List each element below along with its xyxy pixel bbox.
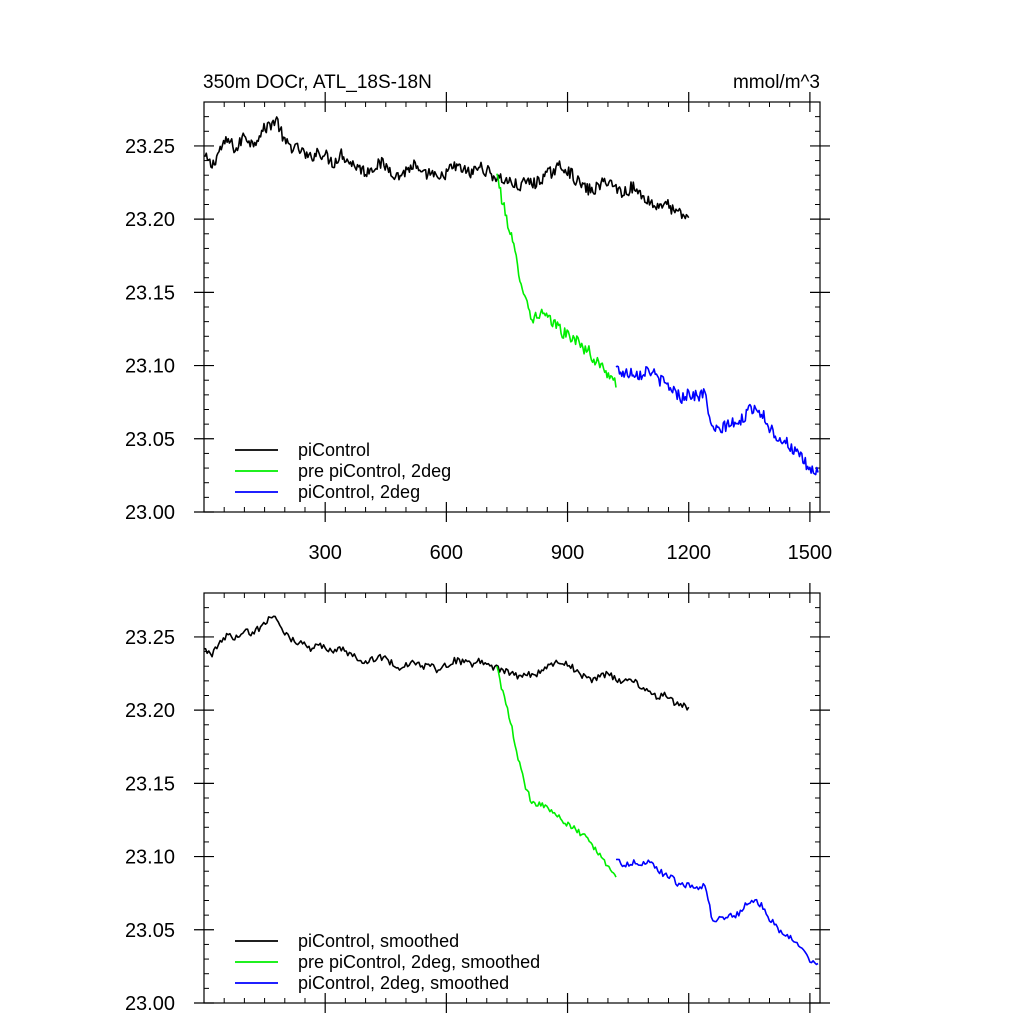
legend-label: piControl, 2deg [298, 482, 420, 502]
y-tick-label: 23.05 [125, 429, 175, 451]
series-line-picontrol [203, 615, 690, 711]
chart-units: mmol/m^3 [733, 72, 820, 93]
x-tick-label: 900 [551, 542, 584, 564]
legend-label: piControl, smoothed [298, 931, 459, 951]
series-line-picontrol-2deg [615, 858, 819, 966]
y-tick-label: 23.00 [125, 993, 175, 1015]
y-tick-label: 23.00 [125, 502, 175, 524]
series-line-picontrol [203, 116, 690, 220]
y-tick-label: 23.25 [125, 627, 175, 649]
legend-label: piControl [298, 440, 370, 460]
y-tick-label: 23.15 [125, 773, 175, 795]
x-tick-label: 600 [430, 542, 463, 564]
chart-panel-1: 300 600 900 1200 1500 23.00 23.05 23.10 23.15 23.… [125, 92, 832, 564]
legend-label: pre piControl, 2deg, smoothed [298, 952, 540, 972]
series-line-pre-picontrol-2deg [496, 173, 617, 388]
series-line-picontrol-2deg [615, 365, 819, 476]
x-tick-label: 1200 [666, 542, 711, 564]
series-line-pre-picontrol-2deg [496, 665, 617, 878]
y-tick-label: 23.05 [125, 920, 175, 942]
y-tick-label: 23.10 [125, 356, 175, 378]
y-tick-label: 23.15 [125, 282, 175, 304]
legend-label: pre piControl, 2deg [298, 461, 451, 481]
chart-panel-2: 23.00 23.05 23.10 23.15 23.20 23.25 piControl,… [125, 583, 830, 1015]
y-tick-label: 23.10 [125, 847, 175, 869]
x-tick-label: 1500 [788, 542, 833, 564]
plot-frame [203, 592, 821, 1004]
legend-label: piControl, 2deg, smoothed [298, 973, 509, 993]
x-tick-label: 300 [308, 542, 341, 564]
y-tick-label: 23.20 [125, 700, 175, 722]
y-tick-label: 23.25 [125, 136, 175, 158]
chart-title: 350m DOCr, ATL_18S-18N [203, 72, 432, 93]
y-tick-label: 23.20 [125, 209, 175, 231]
plot-frame [203, 101, 821, 513]
